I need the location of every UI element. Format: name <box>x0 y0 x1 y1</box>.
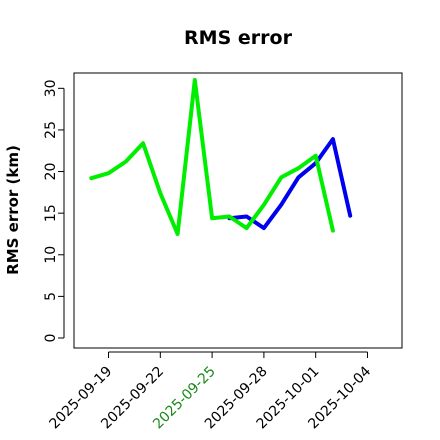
y-tick-label: 10 <box>43 246 59 264</box>
x-axis: 2025-09-192025-09-222025-09-252025-09-28… <box>47 351 374 432</box>
plot-area-frame <box>73 72 403 349</box>
y-tick-label: 0 <box>43 334 59 343</box>
y-tick-label: 5 <box>43 292 59 301</box>
y-tick-label: 15 <box>43 204 59 222</box>
y-axis: 0 5 10 15 20 25 30 <box>43 79 65 343</box>
series-line-1 <box>227 137 353 231</box>
series-layer <box>89 78 353 236</box>
y-tick-label: 30 <box>43 79 59 97</box>
y-tick-label: 20 <box>43 163 59 181</box>
chart-title: RMS error <box>184 27 293 49</box>
series-line-2 <box>89 78 335 236</box>
y-tick-label: 25 <box>43 121 59 139</box>
y-axis-title: RMS error (km) <box>4 145 22 275</box>
